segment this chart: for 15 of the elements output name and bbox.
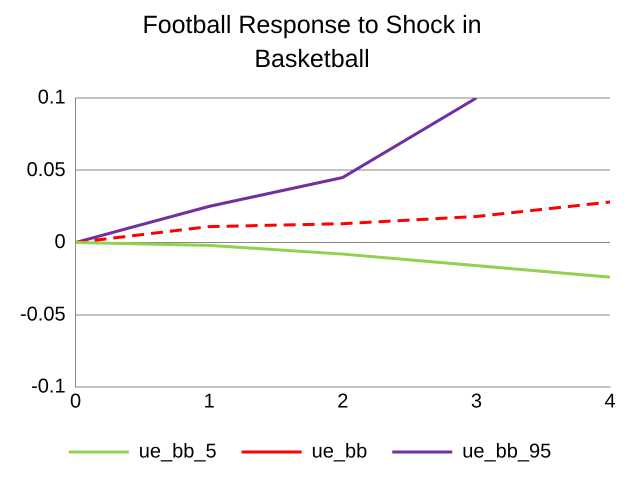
legend-label: ue_bb: [312, 440, 368, 463]
x-tick-label: 2: [337, 390, 348, 413]
legend-label: ue_bb_5: [138, 440, 217, 463]
x-tick-label: 4: [604, 390, 616, 413]
y-tick-label: -0.05: [20, 303, 66, 326]
x-tick-label: 0: [70, 390, 82, 413]
y-tick-label: -0.1: [31, 376, 66, 398]
legend-label: ue_bb_95: [462, 440, 552, 463]
y-tick-label: 0.05: [26, 158, 66, 181]
y-tick-label: 0: [54, 231, 66, 254]
chart-title: Football Response to Shock in Basketball: [141, 10, 483, 75]
line-series: [76, 200, 610, 244]
x-tick-label: 3: [470, 390, 482, 413]
x-tick-label: 1: [204, 390, 215, 413]
y-tick-label: 0.1: [38, 86, 66, 109]
